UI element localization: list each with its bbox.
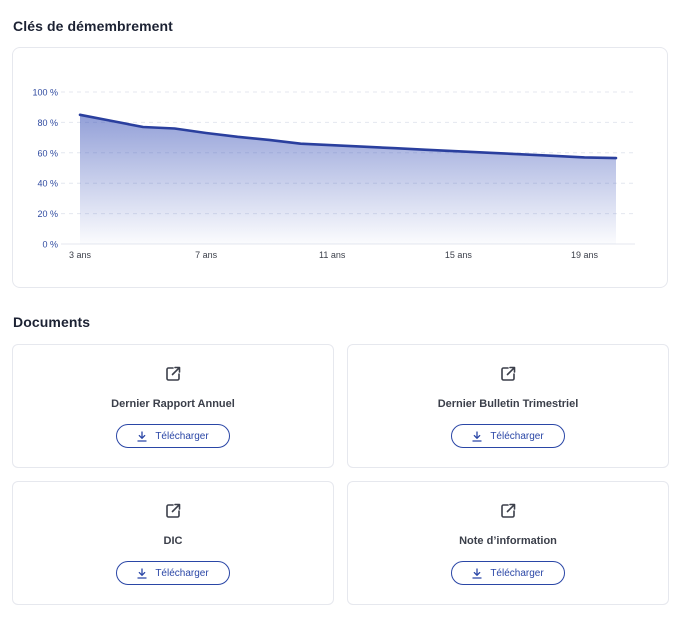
download-button-label: Télécharger	[490, 567, 544, 579]
dismemberment-chart: 0 % 20 % 40 % 60 % 80 % 100 % 3 ans 7 ans 11 ans…	[32, 88, 635, 260]
y-tick-label: 0 %	[42, 240, 58, 250]
x-tick-label: 15 ans	[445, 250, 473, 260]
dismemberment-chart-card: 0 % 20 % 40 % 60 % 80 % 100 % 3 ans 7 ans 11 ans…	[12, 47, 668, 288]
series-area	[80, 114, 616, 244]
download-button-information-note[interactable]: Télécharger	[451, 561, 565, 585]
download-icon	[137, 567, 147, 579]
documents-section-title: Documents	[13, 314, 91, 330]
download-icon	[472, 567, 482, 579]
document-title: Dernier Bulletin Trimestriel	[437, 398, 579, 410]
document-card-dic: DIC Télécharger	[12, 481, 334, 605]
y-tick-label: 60 %	[37, 148, 58, 158]
external-link-icon[interactable]	[499, 365, 517, 383]
download-icon	[472, 430, 482, 442]
y-tick-label: 80 %	[37, 118, 58, 128]
document-title: Dernier Rapport Annuel	[111, 398, 235, 410]
y-tick-label: 20 %	[37, 209, 58, 219]
download-button-quarterly-bulletin[interactable]: Télécharger	[451, 424, 565, 448]
download-button-dic[interactable]: Télécharger	[116, 561, 230, 585]
download-button-label: Télécharger	[490, 430, 544, 442]
y-tick-label: 100 %	[32, 88, 58, 98]
document-card-information-note: Note d’information Télécharger	[347, 481, 669, 605]
y-tick-label: 40 %	[37, 179, 58, 189]
x-tick-label: 11 ans	[319, 250, 346, 260]
download-button-label: Télécharger	[155, 430, 209, 442]
document-card-annual-report: Dernier Rapport Annuel Télécharger	[12, 344, 334, 468]
download-icon	[137, 430, 147, 442]
external-link-icon[interactable]	[164, 365, 182, 383]
x-tick-label: 19 ans	[571, 250, 599, 260]
download-button-annual-report[interactable]: Télécharger	[116, 424, 230, 448]
external-link-icon[interactable]	[164, 502, 182, 520]
x-tick-label: 7 ans	[195, 250, 218, 260]
download-button-label: Télécharger	[155, 567, 209, 579]
keys-section-title: Clés de démembrement	[13, 18, 173, 34]
document-title: DIC	[163, 535, 183, 547]
series-line	[78, 113, 618, 160]
external-link-icon[interactable]	[499, 502, 517, 520]
document-title: Note d’information	[459, 535, 557, 547]
document-card-quarterly-bulletin: Dernier Bulletin Trimestriel Télécharger	[347, 344, 669, 468]
x-tick-label: 3 ans	[69, 250, 92, 260]
